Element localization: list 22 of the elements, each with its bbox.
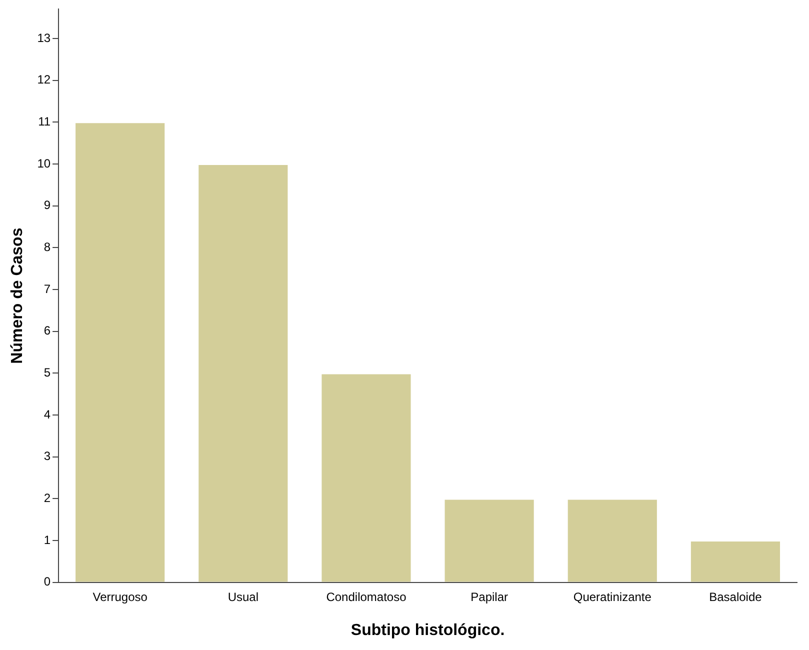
y-tick-label: 2 xyxy=(44,491,51,506)
y-tick-label: 3 xyxy=(44,449,51,464)
y-tick-label: 9 xyxy=(44,198,51,212)
x-tick-label: Usual xyxy=(228,590,259,604)
y-tick-label: 5 xyxy=(44,366,51,380)
x-tick-label: Queratinizante xyxy=(573,590,652,604)
y-tick-label: 12 xyxy=(37,72,51,87)
y-tick-label: 8 xyxy=(44,240,51,254)
y-axis-title: Número de Casos xyxy=(9,228,26,364)
y-tick-label: 6 xyxy=(44,324,51,338)
y-tick-label: 10 xyxy=(37,156,51,170)
y-tick-label: 4 xyxy=(44,407,51,422)
y-tick-label: 1 xyxy=(44,532,51,547)
x-tick-label: Condilomatoso xyxy=(326,590,407,604)
y-tick-label: 0 xyxy=(44,574,51,589)
x-tick-label: Verrugoso xyxy=(92,590,148,604)
y-tick-label: 7 xyxy=(44,282,51,296)
x-tick-label: Basaloide xyxy=(709,590,762,604)
y-tick-label: 11 xyxy=(38,114,51,128)
x-tick-label: Papilar xyxy=(470,590,508,604)
x-axis-title: Subtipo histológico. xyxy=(350,622,505,639)
y-tick-label: 13 xyxy=(37,30,51,45)
